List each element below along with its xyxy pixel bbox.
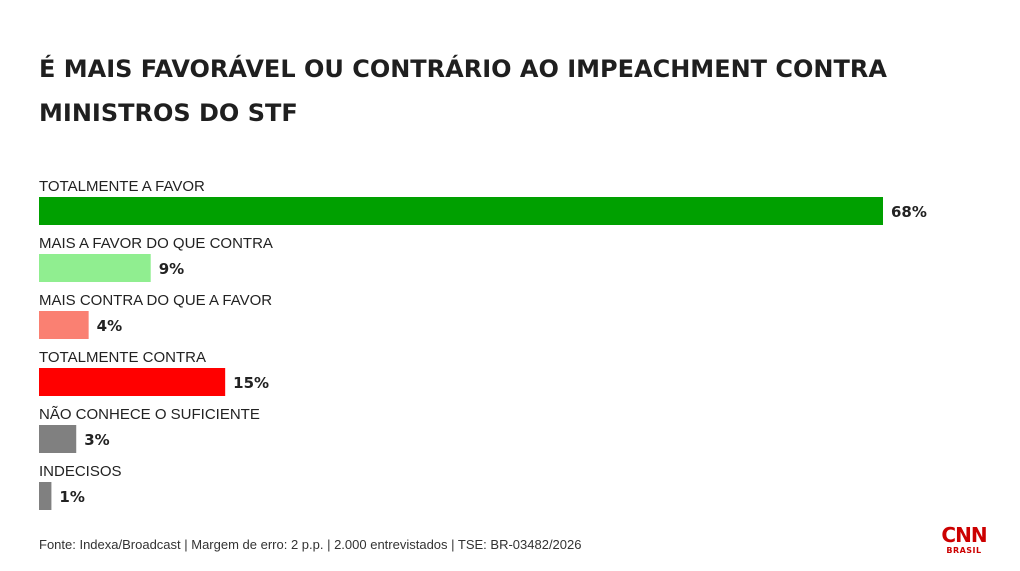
value-label-indecisos: 1% (59, 488, 84, 506)
cnn-brasil-logo: CNN BRASIL (941, 524, 987, 560)
category-label-totalmente-contra: TOTALMENTE CONTRA (39, 349, 206, 366)
value-label-mais-a-favor-do-que-contra: 9% (159, 260, 184, 278)
bar-nao-conhece-o-suficiente (39, 425, 77, 453)
bar-mais-a-favor-do-que-contra (39, 254, 151, 282)
bar-mais-contra-do-que-a-favor (39, 311, 89, 339)
bar-totalmente-a-favor (39, 197, 883, 225)
chart-title: É MAIS FAVORÁVEL OU CONTRÁRIO AO IMPEACH… (39, 55, 887, 127)
logo-subtext: BRASIL (946, 546, 982, 555)
logo-text: CNN (941, 523, 987, 547)
value-label-totalmente-a-favor: 68% (891, 203, 927, 221)
source-note: Fonte: Indexa/Broadcast | Margem de erro… (39, 537, 582, 552)
bar-totalmente-contra (39, 368, 226, 396)
category-label-indecisos: INDECISOS (39, 463, 122, 480)
value-label-totalmente-contra: 15% (233, 374, 269, 392)
category-label-mais-a-favor-do-que-contra: MAIS A FAVOR DO QUE CONTRA (39, 235, 273, 252)
value-label-nao-conhece-o-suficiente: 3% (84, 431, 109, 449)
category-label-nao-conhece-o-suficiente: NÃO CONHECE O SUFICIENTE (39, 406, 260, 423)
category-label-totalmente-a-favor: TOTALMENTE A FAVOR (39, 178, 205, 195)
category-label-mais-contra-do-que-a-favor: MAIS CONTRA DO QUE A FAVOR (39, 292, 272, 309)
value-label-mais-contra-do-que-a-favor: 4% (97, 317, 122, 335)
bar-indecisos (39, 482, 52, 510)
